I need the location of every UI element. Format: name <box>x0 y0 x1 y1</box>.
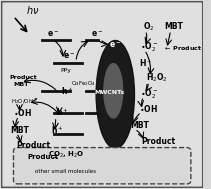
Text: h$^+$: h$^+$ <box>51 124 63 136</box>
Text: e$^-$: e$^-$ <box>109 40 122 50</box>
Text: h$^+$: h$^+$ <box>61 86 73 98</box>
Text: MWCNTs: MWCNTs <box>94 91 124 95</box>
Text: Product: Product <box>16 141 51 149</box>
Ellipse shape <box>103 63 123 119</box>
FancyBboxPatch shape <box>14 148 191 184</box>
Text: MBT: MBT <box>14 82 29 87</box>
Text: CO$_2$, H$_2$O: CO$_2$, H$_2$O <box>48 150 84 160</box>
Text: e$^-$: e$^-$ <box>47 29 59 39</box>
Text: $\bullet$OH: $\bullet$OH <box>14 107 32 118</box>
Text: $\leftarrow$ Product: $\leftarrow$ Product <box>163 44 202 52</box>
Text: $\bullet$OH: $\bullet$OH <box>139 103 158 114</box>
Text: Product: Product <box>9 75 37 80</box>
Text: $h\nu$: $h\nu$ <box>26 4 39 16</box>
Text: MBT: MBT <box>165 22 184 31</box>
Text: MBT: MBT <box>11 126 29 135</box>
FancyBboxPatch shape <box>1 1 203 188</box>
Text: e$^-$: e$^-$ <box>63 52 75 61</box>
Ellipse shape <box>96 40 134 149</box>
Text: H$_2$O$_2$: H$_2$O$_2$ <box>146 71 167 84</box>
Text: other small molecules: other small molecules <box>35 169 96 174</box>
Text: CoFe$_2$O$_4$: CoFe$_2$O$_4$ <box>71 79 96 88</box>
Text: h$^+$: h$^+$ <box>56 106 68 118</box>
Text: O$_2$: O$_2$ <box>142 20 154 33</box>
Text: =: = <box>51 152 57 161</box>
Text: Product: Product <box>142 137 176 146</box>
Text: H$^+$: H$^+$ <box>139 58 153 70</box>
Text: $\bullet$O$_2^-$: $\bullet$O$_2^-$ <box>141 87 159 101</box>
Text: H$_2$O/OH$^-$: H$_2$O/OH$^-$ <box>11 97 38 106</box>
Text: MBT: MBT <box>130 121 149 130</box>
Text: e$^-$: e$^-$ <box>91 29 103 39</box>
Text: $\bullet$O$_2^-$: $\bullet$O$_2^-$ <box>141 41 159 54</box>
Text: Product: Product <box>28 154 59 160</box>
Text: PPy: PPy <box>61 68 72 73</box>
